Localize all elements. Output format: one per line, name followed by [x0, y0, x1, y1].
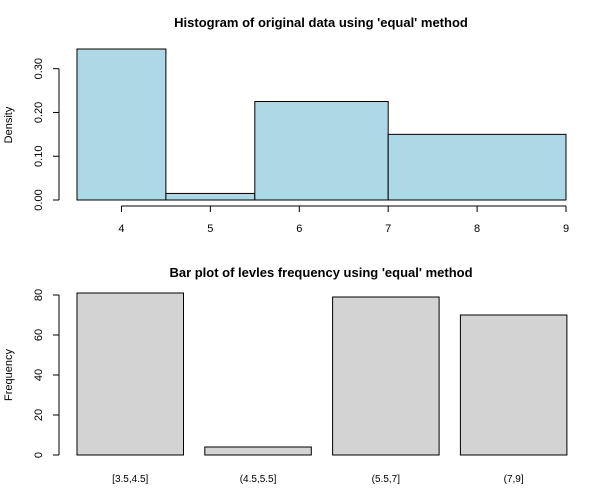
barplot-y-tick-label-20: 20	[33, 409, 45, 421]
barplot-bars	[76, 292, 568, 456]
bar-1	[76, 292, 184, 456]
histogram-x-tick-label-7: 7	[385, 223, 391, 235]
barplot-x-tick-label-3: (5.5,7]	[372, 474, 401, 485]
barplot-y-tick-label-40: 40	[33, 369, 45, 381]
histogram-y-axis-label: Density	[3, 106, 15, 143]
histogram-x-tick-label-9: 9	[563, 223, 569, 235]
histogram-axes: 4 5 6 7 8 9 0.00 0.10 0.20 0.30	[33, 58, 569, 235]
barplot-x-tick-label-4: (7,9]	[504, 474, 524, 485]
histogram-y-tick-label-0.10: 0.10	[33, 146, 45, 167]
barplot-x-tick-label-1: [3.5,4.5]	[112, 474, 148, 485]
histogram-y-tick-label-0.00: 0.00	[33, 189, 45, 210]
bar-2	[204, 446, 312, 456]
histogram-x-tick-label-5: 5	[207, 223, 213, 235]
barplot-panel: Bar plot of levles frequency using 'equa…	[3, 265, 568, 485]
histogram-bars	[76, 48, 567, 201]
histogram-panel: Histogram of original data using 'equal'…	[3, 15, 569, 235]
barplot-y-tick-label-0: 0	[33, 452, 45, 458]
histogram-x-tick-label-8: 8	[474, 223, 480, 235]
barplot-title: Bar plot of levles frequency using 'equa…	[169, 265, 472, 280]
histogram-y-tick-label-0.20: 0.20	[33, 102, 45, 123]
histogram-x-tick-label-4: 4	[118, 223, 124, 235]
barplot-y-tick-label-60: 60	[33, 329, 45, 341]
barplot-axes: [3.5,4.5] (4.5,5.5] (5.5,7] (7,9] 0 20 40 60 80	[33, 289, 524, 485]
histogram-x-tick-label-6: 6	[296, 223, 302, 235]
barplot-y-axis-label: Frequency	[3, 349, 15, 401]
barplot-y-tick-label-80: 80	[33, 289, 45, 301]
bar-3	[332, 296, 440, 456]
histogram-bar-3	[254, 101, 389, 201]
barplot-x-tick-label-2: (4.5,5.5]	[240, 474, 277, 485]
histogram-bar-1	[76, 48, 167, 201]
histogram-bar-4	[387, 133, 567, 201]
histogram-bar-2	[165, 192, 256, 201]
histogram-title: Histogram of original data using 'equal'…	[174, 15, 468, 30]
histogram-y-tick-label-0.30: 0.30	[33, 58, 45, 79]
bar-4	[459, 314, 568, 456]
